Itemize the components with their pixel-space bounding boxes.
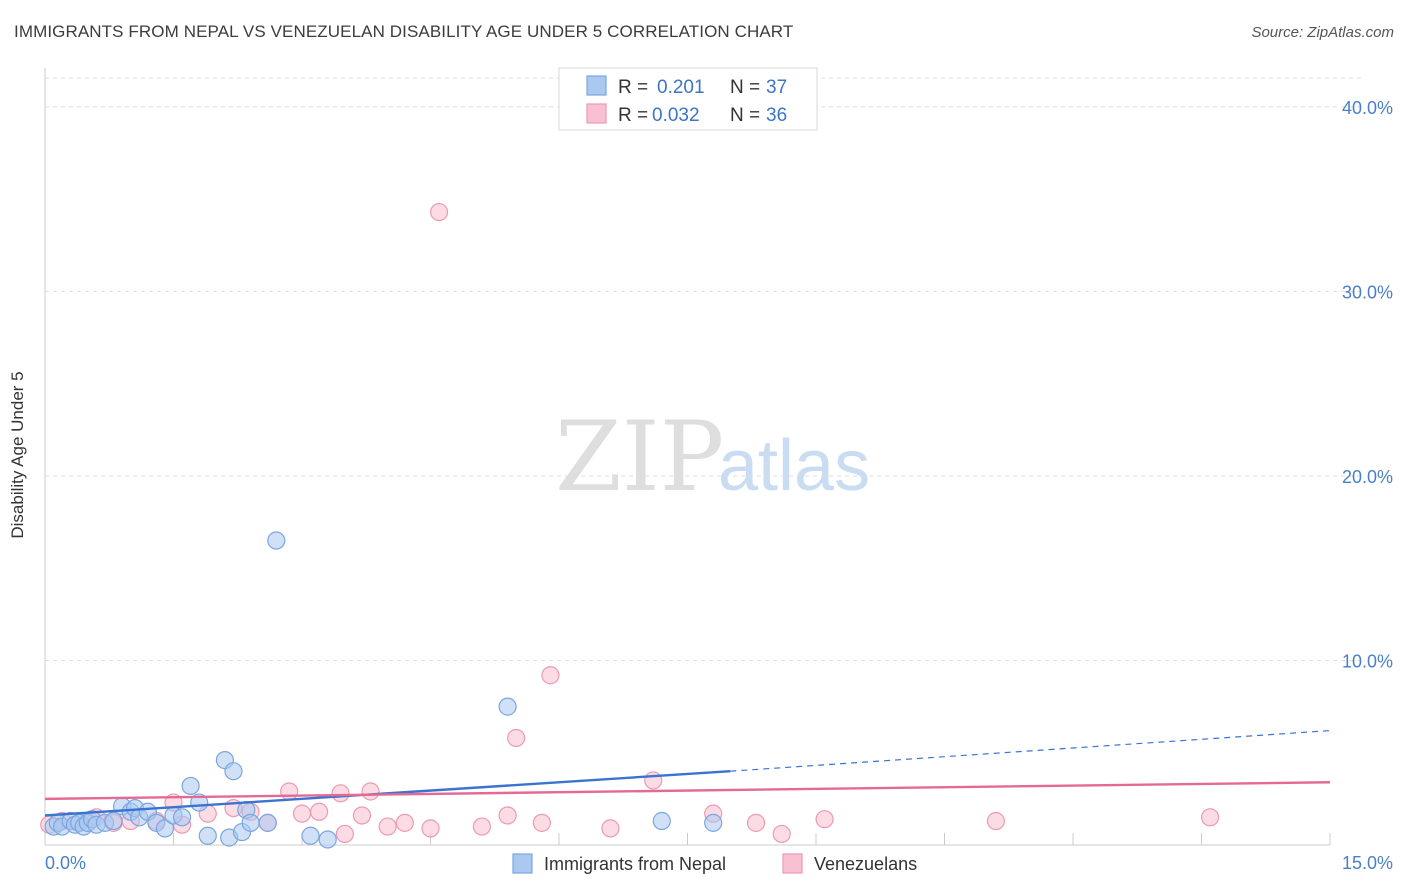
y-tick-label: 40.0% xyxy=(1342,98,1393,118)
legend-nepal-swatch xyxy=(586,75,607,96)
nepal-point xyxy=(704,813,723,832)
nepal-point xyxy=(318,830,337,849)
correlation-legend: R = 0.201 N = 37 R = 0.032 N = 36 xyxy=(558,67,818,131)
bottom-legend-nepal: Immigrants from Nepal xyxy=(544,854,726,874)
nepal-point xyxy=(181,776,200,796)
nepal-point xyxy=(172,808,192,827)
legend-ven-n-label: N = xyxy=(730,105,760,126)
x-tick-label: 15.0% xyxy=(1342,853,1393,873)
y-tick-label: 20.0% xyxy=(1342,467,1393,487)
nepal-points xyxy=(44,531,723,849)
venezuelans-point xyxy=(352,806,372,825)
nepal-point xyxy=(267,531,286,550)
x-tick-label: 0.0% xyxy=(45,853,86,873)
legend-ven-n: 36 xyxy=(766,105,787,126)
nepal-point xyxy=(224,762,243,781)
venezuelans-point xyxy=(429,202,449,222)
legend-nepal-r: 0.201 xyxy=(657,77,705,98)
venezuelans-point xyxy=(601,819,620,838)
venezuelans-point xyxy=(395,813,414,832)
source-credit: Source: ZipAtlas.com xyxy=(1251,24,1394,41)
venezuelans-point xyxy=(532,813,551,832)
venezuelans-point xyxy=(310,802,329,821)
legend-ven-r: 0.032 xyxy=(652,105,700,126)
venezuelans-point xyxy=(507,728,526,748)
nepal-point xyxy=(258,813,277,832)
nepal-point xyxy=(498,697,517,716)
venezuelans-point xyxy=(292,804,312,823)
nepal-point xyxy=(155,819,175,838)
legend-ven-r-label: R = xyxy=(618,105,648,126)
nepal-point xyxy=(652,811,671,831)
tick-labels: 10.0% 20.0% 30.0% 40.0% 0.0% 15.0% xyxy=(45,98,1393,873)
venezuelans-point xyxy=(378,817,397,836)
venezuelans-point xyxy=(331,784,350,803)
venezuelans-trend-line xyxy=(44,781,1331,801)
nepal-point xyxy=(104,811,123,831)
venezuelans-points xyxy=(40,202,1220,844)
trend-lines xyxy=(44,729,1331,817)
bottom-legend-nepal-swatch xyxy=(512,853,533,874)
venezuelans-point xyxy=(746,813,766,832)
venezuelans-point xyxy=(472,817,491,836)
series-legend: Immigrants from Nepal Venezuelans xyxy=(512,853,917,874)
venezuelans-point xyxy=(541,666,560,685)
nepal-point xyxy=(241,813,260,832)
venezuelans-point xyxy=(644,771,663,790)
venezuelans-point xyxy=(815,810,834,829)
venezuelans-point xyxy=(361,782,380,801)
venezuelans-point xyxy=(335,824,354,844)
legend-nepal-r-label: R = xyxy=(618,77,648,98)
bottom-legend-ven: Venezuelans xyxy=(814,854,917,874)
legend-nepal-n: 37 xyxy=(766,77,787,98)
nepal-point xyxy=(198,826,217,845)
nepal-trend-extension xyxy=(730,729,1331,772)
y-tick-label: 30.0% xyxy=(1342,282,1393,302)
y-tick-label: 10.0% xyxy=(1342,651,1393,671)
venezuelans-point xyxy=(772,824,791,844)
legend-nepal-n-label: N = xyxy=(730,77,760,98)
venezuelans-point xyxy=(986,811,1006,831)
venezuelans-point xyxy=(280,782,299,801)
venezuelans-point xyxy=(1200,808,1220,827)
gridlines xyxy=(45,77,1365,661)
watermark-atlas: atlas xyxy=(718,426,870,506)
bottom-legend-ven-swatch xyxy=(782,853,803,874)
nepal-point xyxy=(301,826,320,845)
venezuelans-point xyxy=(498,806,517,825)
chart-title: IMMIGRANTS FROM NEPAL VS VENEZUELAN DISA… xyxy=(14,22,794,41)
legend-ven-swatch xyxy=(586,103,607,124)
axes xyxy=(44,68,1331,846)
venezuelans-point xyxy=(421,819,440,838)
watermark-zip: ZIP xyxy=(555,401,724,513)
